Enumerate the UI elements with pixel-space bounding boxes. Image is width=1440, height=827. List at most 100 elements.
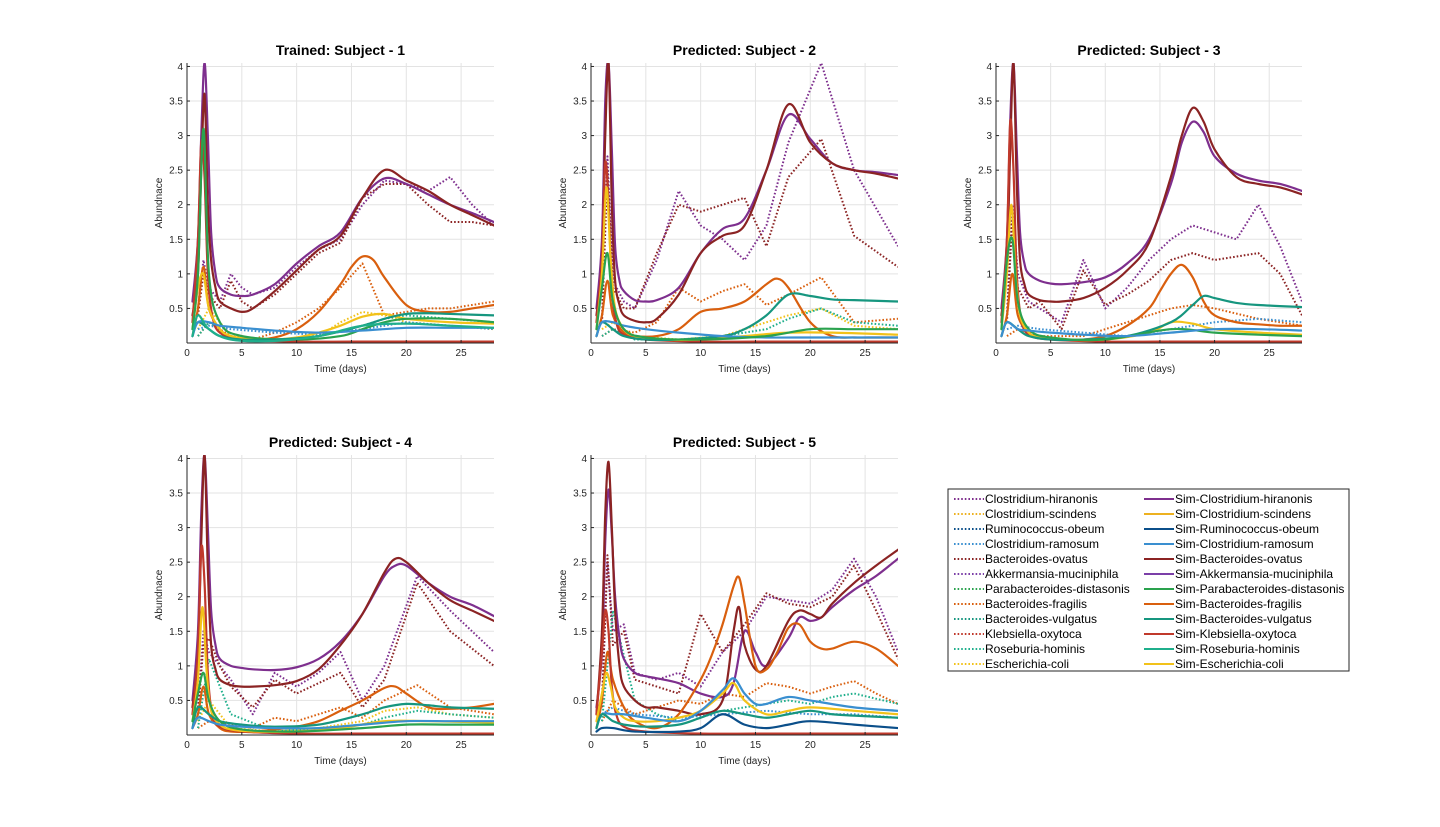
legend-item: Bacteroides-ovatus — [954, 552, 1088, 566]
y-tick-label: 1 — [986, 269, 992, 280]
legend-label: Ruminococcus-obeum — [985, 522, 1104, 536]
series-sim-roseburia-hominis — [191, 314, 494, 343]
x-tick-label: 10 — [291, 348, 303, 359]
subplot-3: 0 5 10 15 20 25 0.5 1 1.5 2 2.5 3 3.5 4 Predicted: Sub… — [963, 42, 1302, 375]
plot-area — [996, 63, 1302, 343]
series-sim-clostridium-ramosum — [1000, 321, 1302, 338]
panel-title: Predicted: Subject - 3 — [1077, 42, 1220, 58]
series-sim-clostridium-ramosum — [595, 319, 898, 339]
legend-item: Bacteroides-fragilis — [954, 597, 1087, 611]
series-sim-bacteroides-vulgatus — [595, 709, 898, 730]
panel-title: Predicted: Subject - 4 — [269, 434, 412, 450]
y-axis-label: Abundnace — [558, 177, 569, 228]
series-sim-bacteroides-ovatus — [1000, 63, 1302, 317]
x-tick-label: 25 — [456, 740, 468, 751]
x-tick-label: 20 — [401, 348, 413, 359]
series-sim-ruminococcus-obeum — [595, 713, 898, 734]
legend-item: Clostridium-scindens — [954, 507, 1096, 521]
y-tick-label: 1 — [581, 269, 587, 280]
legend-item: Sim-Akkermansia-muciniphila — [1144, 567, 1333, 581]
series-roseburia-hominis — [601, 307, 898, 341]
x-tick-label: 0 — [588, 740, 594, 751]
legend-item: Clostridium-ramosum — [954, 537, 1099, 551]
series-bacteroides-ovatus — [1005, 217, 1302, 331]
x-tick-label: 5 — [643, 740, 649, 751]
y-tick-label: 2.5 — [573, 166, 587, 177]
series-sim-parabacteroides-distasonis — [1000, 236, 1302, 342]
x-tick-label: 0 — [993, 348, 999, 359]
legend-label: Sim-Bacteroides-fragilis — [1175, 597, 1302, 611]
legend-label: Sim-Clostridium-hiranonis — [1175, 492, 1312, 506]
y-tick-label: 2.5 — [573, 558, 587, 569]
y-axis-label: Abundnace — [963, 177, 974, 228]
x-tick-label: 25 — [860, 348, 872, 359]
y-tick-label: 0.5 — [573, 304, 587, 315]
subplot-5: 0 5 10 15 20 25 0.5 1 1.5 2 2.5 3 3.5 4 Predicted: Sub… — [558, 434, 898, 767]
legend-label: Clostridium-hiranonis — [985, 492, 1098, 506]
series-sim-bacteroides-ovatus — [191, 455, 494, 709]
y-tick-label: 4 — [581, 454, 587, 465]
series-sim-escherichia-coli — [595, 671, 898, 723]
y-tick-label: 4 — [177, 62, 183, 73]
y-tick-label: 2 — [581, 200, 587, 211]
series-lines — [1000, 63, 1302, 343]
x-axis-label: Time (days) — [718, 364, 770, 375]
y-tick-label: 2.5 — [978, 166, 992, 177]
y-tick-label: 2 — [581, 592, 587, 603]
series-sim-bacteroides-fragilis — [1000, 263, 1302, 341]
y-tick-label: 1 — [177, 269, 183, 280]
x-tick-label: 5 — [239, 348, 245, 359]
x-tick-label: 15 — [346, 348, 358, 359]
legend-item: Sim-Parabacteroides-distasonis — [1144, 582, 1344, 596]
legend-item: Parabacteroides-distasonis — [954, 582, 1130, 596]
y-tick-label: 2 — [177, 592, 183, 603]
legend-label: Sim-Escherichia-coli — [1175, 657, 1284, 671]
legend-label: Akkermansia-muciniphila — [985, 567, 1119, 581]
legend-item: Sim-Clostridium-scindens — [1144, 507, 1311, 521]
legend-label: Sim-Clostridium-scindens — [1175, 507, 1311, 521]
subplot-2: 0 5 10 15 20 25 0.5 1 1.5 2 2.5 3 3.5 4 Predicted: Sub… — [558, 42, 898, 375]
y-tick-label: 1.5 — [573, 627, 587, 638]
series-sim-parabacteroides-distasonis — [191, 671, 494, 733]
series-escherichia-coli — [197, 699, 494, 733]
x-tick-label: 5 — [1048, 348, 1054, 359]
legend-label: Sim-Parabacteroides-distasonis — [1175, 582, 1344, 596]
legend-label: Bacteroides-fragilis — [985, 597, 1087, 611]
y-tick-label: 1.5 — [169, 627, 183, 638]
x-tick-label: 10 — [695, 348, 707, 359]
legend-label: Parabacteroides-distasonis — [985, 582, 1130, 596]
x-tick-label: 25 — [1264, 348, 1276, 359]
y-tick-label: 0.5 — [573, 696, 587, 707]
legend-item: Sim-Escherichia-coli — [1144, 657, 1284, 671]
x-tick-label: 10 — [1100, 348, 1112, 359]
y-tick-label: 3.5 — [169, 97, 183, 108]
series-sim-escherichia-coli — [191, 605, 494, 733]
legend-item: Ruminococcus-obeum — [954, 522, 1104, 536]
series-sim-bacteroides-ovatus — [595, 460, 898, 716]
x-axis-label: Time (days) — [1123, 364, 1175, 375]
series-sim-parabacteroides-distasonis — [595, 252, 898, 341]
legend-label: Sim-Roseburia-hominis — [1175, 642, 1300, 656]
y-tick-label: 3.5 — [573, 489, 587, 500]
y-tick-label: 3.5 — [169, 489, 183, 500]
legend-item: Sim-Bacteroides-ovatus — [1144, 552, 1302, 566]
y-tick-label: 4 — [581, 62, 587, 73]
panel-title: Trained: Subject - 1 — [276, 42, 405, 58]
legend-label: Sim-Clostridium-ramosum — [1175, 537, 1314, 551]
y-tick-label: 2 — [177, 200, 183, 211]
legend-label: Sim-Bacteroides-vulgatus — [1175, 612, 1312, 626]
x-tick-label: 0 — [588, 348, 594, 359]
subplot-4: 0 5 10 15 20 25 0.5 1 1.5 2 2.5 3 3.5 4 Predicted: Sub… — [154, 434, 494, 767]
legend-item: Sim-Klebsiella-oxytoca — [1144, 627, 1297, 641]
legend-item: Roseburia-hominis — [954, 642, 1085, 656]
legend-item: Escherichia-coli — [954, 657, 1069, 671]
y-tick-label: 0.5 — [978, 304, 992, 315]
legend-item: Sim-Roseburia-hominis — [1144, 642, 1300, 656]
series-bacteroides-ovatus — [196, 182, 494, 316]
x-tick-label: 10 — [695, 740, 707, 751]
y-tick-label: 3.5 — [978, 97, 992, 108]
series-sim-bacteroides-ovatus — [191, 92, 494, 317]
series-sim-bacteroides-vulgatus — [191, 702, 494, 730]
legend-item: Akkermansia-muciniphila — [954, 567, 1119, 581]
y-tick-label: 3 — [986, 131, 992, 142]
